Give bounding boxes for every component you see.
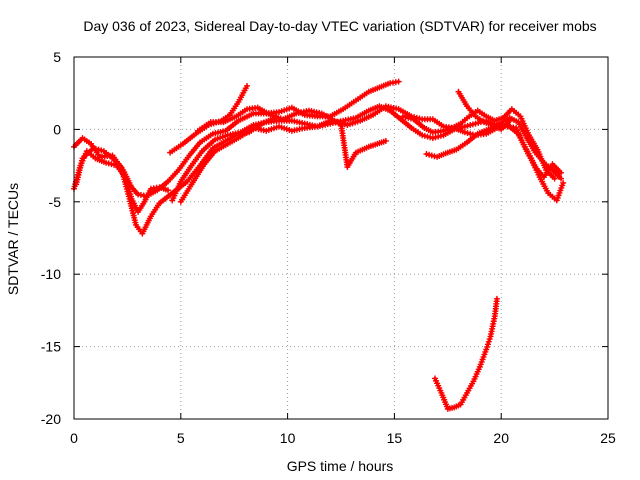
y-tick-label: 0 [53, 121, 61, 137]
data-point [558, 175, 565, 182]
y-tick-label: -15 [41, 339, 61, 355]
y-tick-label: -5 [49, 194, 62, 210]
x-tick-label: 20 [493, 430, 509, 446]
data-point [506, 117, 513, 124]
x-tick-label: 10 [280, 430, 296, 446]
series-track-10 [455, 88, 513, 133]
x-tick-labels: 0 5 10 15 20 25 [70, 430, 616, 446]
x-axis-label: GPS time / hours [287, 458, 394, 474]
data-series [71, 78, 567, 412]
data-point [164, 187, 171, 194]
chart-title: Day 036 of 2023, Sidereal Day-to-day VTE… [83, 18, 596, 34]
y-axis-label: SDTVAR / TECUs [5, 183, 21, 295]
series-track-5 [177, 117, 389, 205]
series-track-11 [431, 295, 500, 412]
x-tick-label: 15 [387, 430, 403, 446]
y-tick-label: 5 [53, 49, 61, 65]
y-tick-label: -20 [41, 411, 61, 427]
x-tick-label: 25 [600, 430, 616, 446]
series-line [72, 149, 170, 214]
x-tick-label: 0 [70, 430, 78, 446]
y-tick-label: -10 [41, 266, 61, 282]
data-point [551, 175, 558, 182]
data-point [560, 179, 567, 186]
x-tick-label: 5 [177, 430, 185, 446]
data-point [558, 169, 565, 176]
series-track-9 [399, 106, 558, 182]
data-point [244, 82, 251, 89]
axis-ticks [73, 56, 609, 420]
y-tick-labels: 5 0 -5 -10 -15 -20 [41, 49, 61, 427]
data-point [493, 295, 500, 302]
data-point [382, 137, 389, 144]
data-point [395, 78, 402, 85]
plot-frame [73, 56, 609, 420]
